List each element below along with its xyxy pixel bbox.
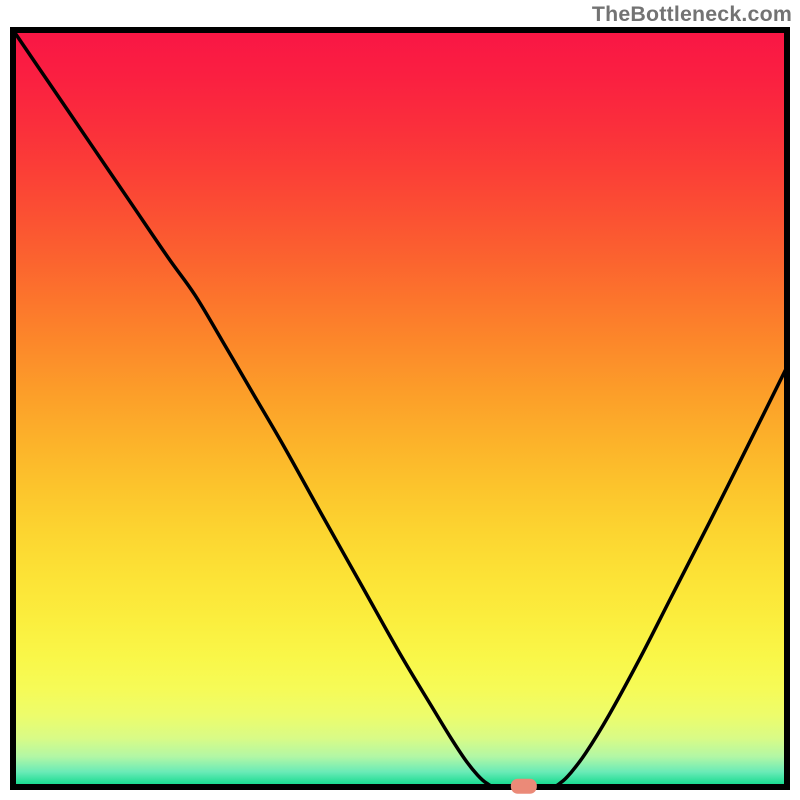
plot-background [13,30,787,787]
chart-frame: TheBottleneck.com [0,0,800,800]
bottleneck-curve-plot [0,0,800,800]
optimum-marker [511,779,537,794]
